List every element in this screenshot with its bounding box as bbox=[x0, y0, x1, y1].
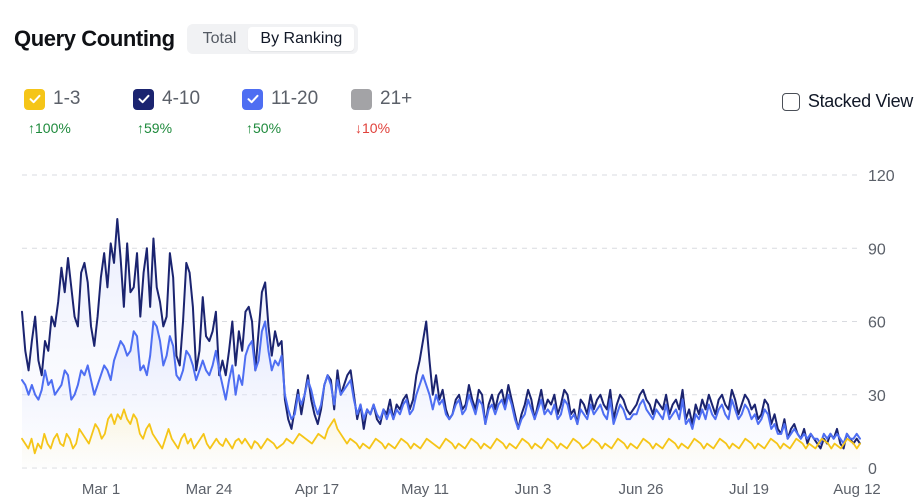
view-toggle: Total By Ranking bbox=[186, 24, 359, 54]
stacked-view-label: Stacked View bbox=[807, 91, 913, 111]
series-areas bbox=[22, 218, 860, 468]
legend-item-21-plus[interactable]: 21+ ↓10% bbox=[351, 88, 460, 136]
y-tick-label: 60 bbox=[868, 315, 886, 332]
legend-item-11-20[interactable]: 11-20 ↑50% bbox=[242, 88, 351, 136]
checkbox-checked-icon[interactable] bbox=[242, 88, 263, 110]
x-tick-label: Mar 1 bbox=[82, 481, 120, 498]
legend-label: 11-20 bbox=[271, 88, 319, 109]
y-tick-label: 90 bbox=[868, 241, 886, 258]
series-line-11-20[interactable] bbox=[21, 320, 861, 445]
legend-change: ↓10% bbox=[355, 120, 391, 136]
series-line-1-3[interactable] bbox=[21, 408, 861, 455]
y-tick-label: 30 bbox=[868, 388, 886, 405]
legend-change: ↑59% bbox=[137, 120, 173, 136]
checkbox-checked-icon[interactable] bbox=[24, 88, 45, 110]
checkbox-unchecked-icon[interactable] bbox=[351, 88, 372, 110]
legend-label: 4-10 bbox=[162, 88, 201, 109]
x-tick-label: Mar 24 bbox=[186, 481, 233, 498]
series-line-4-10[interactable] bbox=[21, 217, 861, 450]
legend-label: 21+ bbox=[380, 88, 413, 109]
page-title: Query Counting bbox=[14, 26, 175, 51]
legend-change: ↑100% bbox=[28, 120, 71, 136]
legend-change: ↑50% bbox=[246, 120, 282, 136]
legend: 1-3 ↑100% 4-10 ↑59% 11-20 ↑50% 21+ ↓10% bbox=[24, 88, 460, 136]
stacked-view-toggle[interactable]: Stacked View bbox=[781, 91, 913, 112]
legend-item-1-3[interactable]: 1-3 ↑100% bbox=[24, 88, 133, 136]
x-tick-label: Jul 19 bbox=[729, 481, 769, 498]
tab-total[interactable]: Total bbox=[202, 30, 237, 47]
x-axis: Mar 1 Mar 24 Apr 17 May 11 Jun 3 Jun 26 Jul 19… bbox=[82, 481, 881, 498]
x-tick-label: Aug 12 bbox=[833, 481, 881, 498]
tab-by-ranking[interactable]: By Ranking bbox=[248, 27, 355, 51]
chart-header: Query Counting Total By Ranking bbox=[14, 18, 359, 60]
x-tick-label: May 11 bbox=[401, 481, 449, 498]
series-lines bbox=[21, 217, 861, 455]
legend-item-4-10[interactable]: 4-10 ↑59% bbox=[133, 88, 242, 136]
series-area-11-20 bbox=[22, 321, 860, 468]
checkbox-unchecked-icon[interactable] bbox=[781, 92, 800, 111]
y-tick-label: 0 bbox=[868, 461, 877, 478]
checkbox-checked-icon[interactable] bbox=[133, 88, 154, 110]
x-tick-label: Jun 26 bbox=[618, 481, 663, 498]
y-axis: 0 30 60 90 120 bbox=[868, 168, 895, 478]
y-tick-label: 120 bbox=[868, 168, 895, 185]
x-tick-label: Apr 17 bbox=[295, 481, 339, 498]
x-tick-label: Jun 3 bbox=[515, 481, 552, 498]
legend-label: 1-3 bbox=[53, 88, 81, 109]
series-area-1-3 bbox=[22, 409, 860, 468]
